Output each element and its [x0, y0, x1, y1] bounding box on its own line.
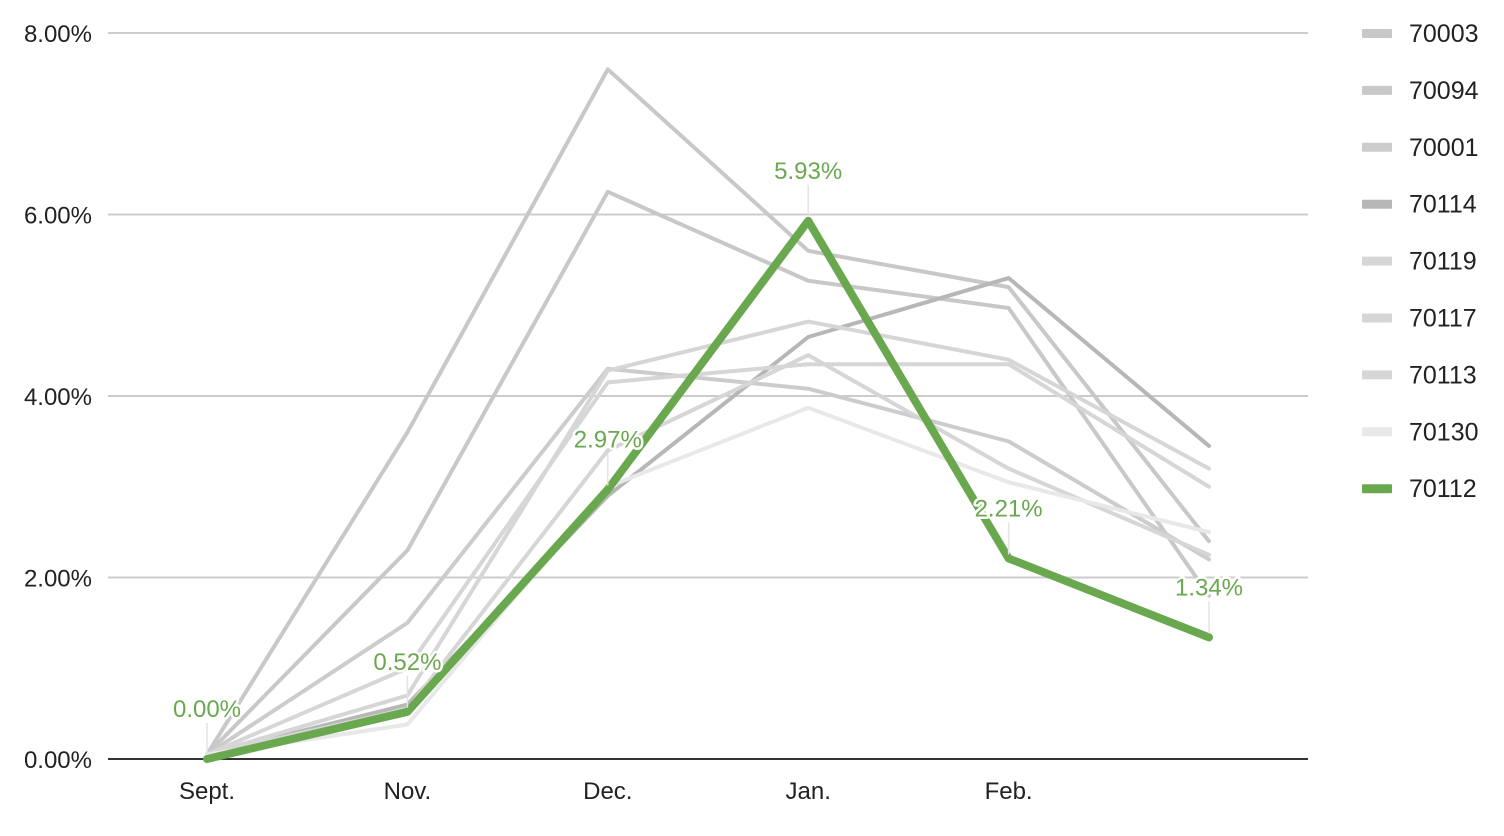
y-axis: 0.00% 2.00% 4.00% 6.00% 8.00%: [24, 21, 92, 774]
legend-label: 70001: [1409, 134, 1479, 162]
legend-swatch: [1362, 427, 1392, 437]
series-line-70117: [205, 362, 1211, 757]
legend-label: 70117: [1409, 305, 1477, 333]
legend-label: 70114: [1409, 191, 1477, 219]
series-lines: [203, 67, 1213, 763]
legend-label: 70119: [1409, 248, 1477, 276]
x-tick-label: Feb.: [985, 778, 1033, 805]
y-tick-label: 4.00%: [24, 384, 92, 411]
legend-swatch: [1362, 370, 1392, 380]
series-line-70119: [205, 319, 1211, 757]
data-label: 1.34%: [1175, 574, 1243, 601]
gridlines: [108, 32, 1308, 760]
series-line-70094: [205, 189, 1211, 757]
y-tick-label: 6.00%: [24, 203, 92, 230]
legend-swatch: [1362, 142, 1392, 152]
legend-swatch: [1362, 29, 1392, 38]
legend-label: 70094: [1409, 77, 1479, 105]
legend-label: 70003: [1409, 20, 1479, 48]
data-label: 0.52%: [373, 649, 441, 676]
series-line-70114: [205, 276, 1211, 757]
data-label: 2.21%: [975, 495, 1043, 522]
data-label: 0.00%: [173, 696, 241, 723]
series-line-70130: [205, 405, 1211, 757]
x-tick-label: Nov.: [384, 778, 432, 805]
x-tick-label: Dec.: [583, 778, 632, 805]
data-labels: 0.00% 0.52% 2.97% 5.93% 2.21% 1.34%: [170, 155, 1246, 755]
legend-swatch: [1362, 484, 1392, 494]
legend-swatch: [1362, 85, 1392, 95]
series-line-70001: [205, 366, 1211, 757]
series-line-70003: [205, 67, 1211, 757]
legend-label: 70130: [1409, 418, 1479, 446]
legend: 70003 70094 70001 70114 70119 70117 70113 70130…: [1362, 20, 1479, 503]
x-tick-label: Sept.: [179, 778, 235, 805]
legend-label: 70113: [1409, 361, 1477, 389]
legend-label: 70112: [1409, 475, 1477, 503]
y-tick-label: 0.00%: [24, 747, 92, 774]
y-tick-label: 2.00%: [24, 566, 92, 593]
data-label: 2.97%: [574, 426, 642, 453]
data-label: 5.93%: [774, 158, 842, 185]
x-tick-label: Jan.: [786, 778, 831, 805]
y-tick-label: 8.00%: [24, 21, 92, 48]
series-line-70112: [203, 216, 1213, 763]
legend-swatch: [1362, 199, 1392, 209]
legend-swatch: [1362, 313, 1392, 323]
legend-swatch: [1362, 256, 1392, 266]
x-axis: Sept. Nov. Dec. Jan. Feb.: [179, 778, 1033, 805]
